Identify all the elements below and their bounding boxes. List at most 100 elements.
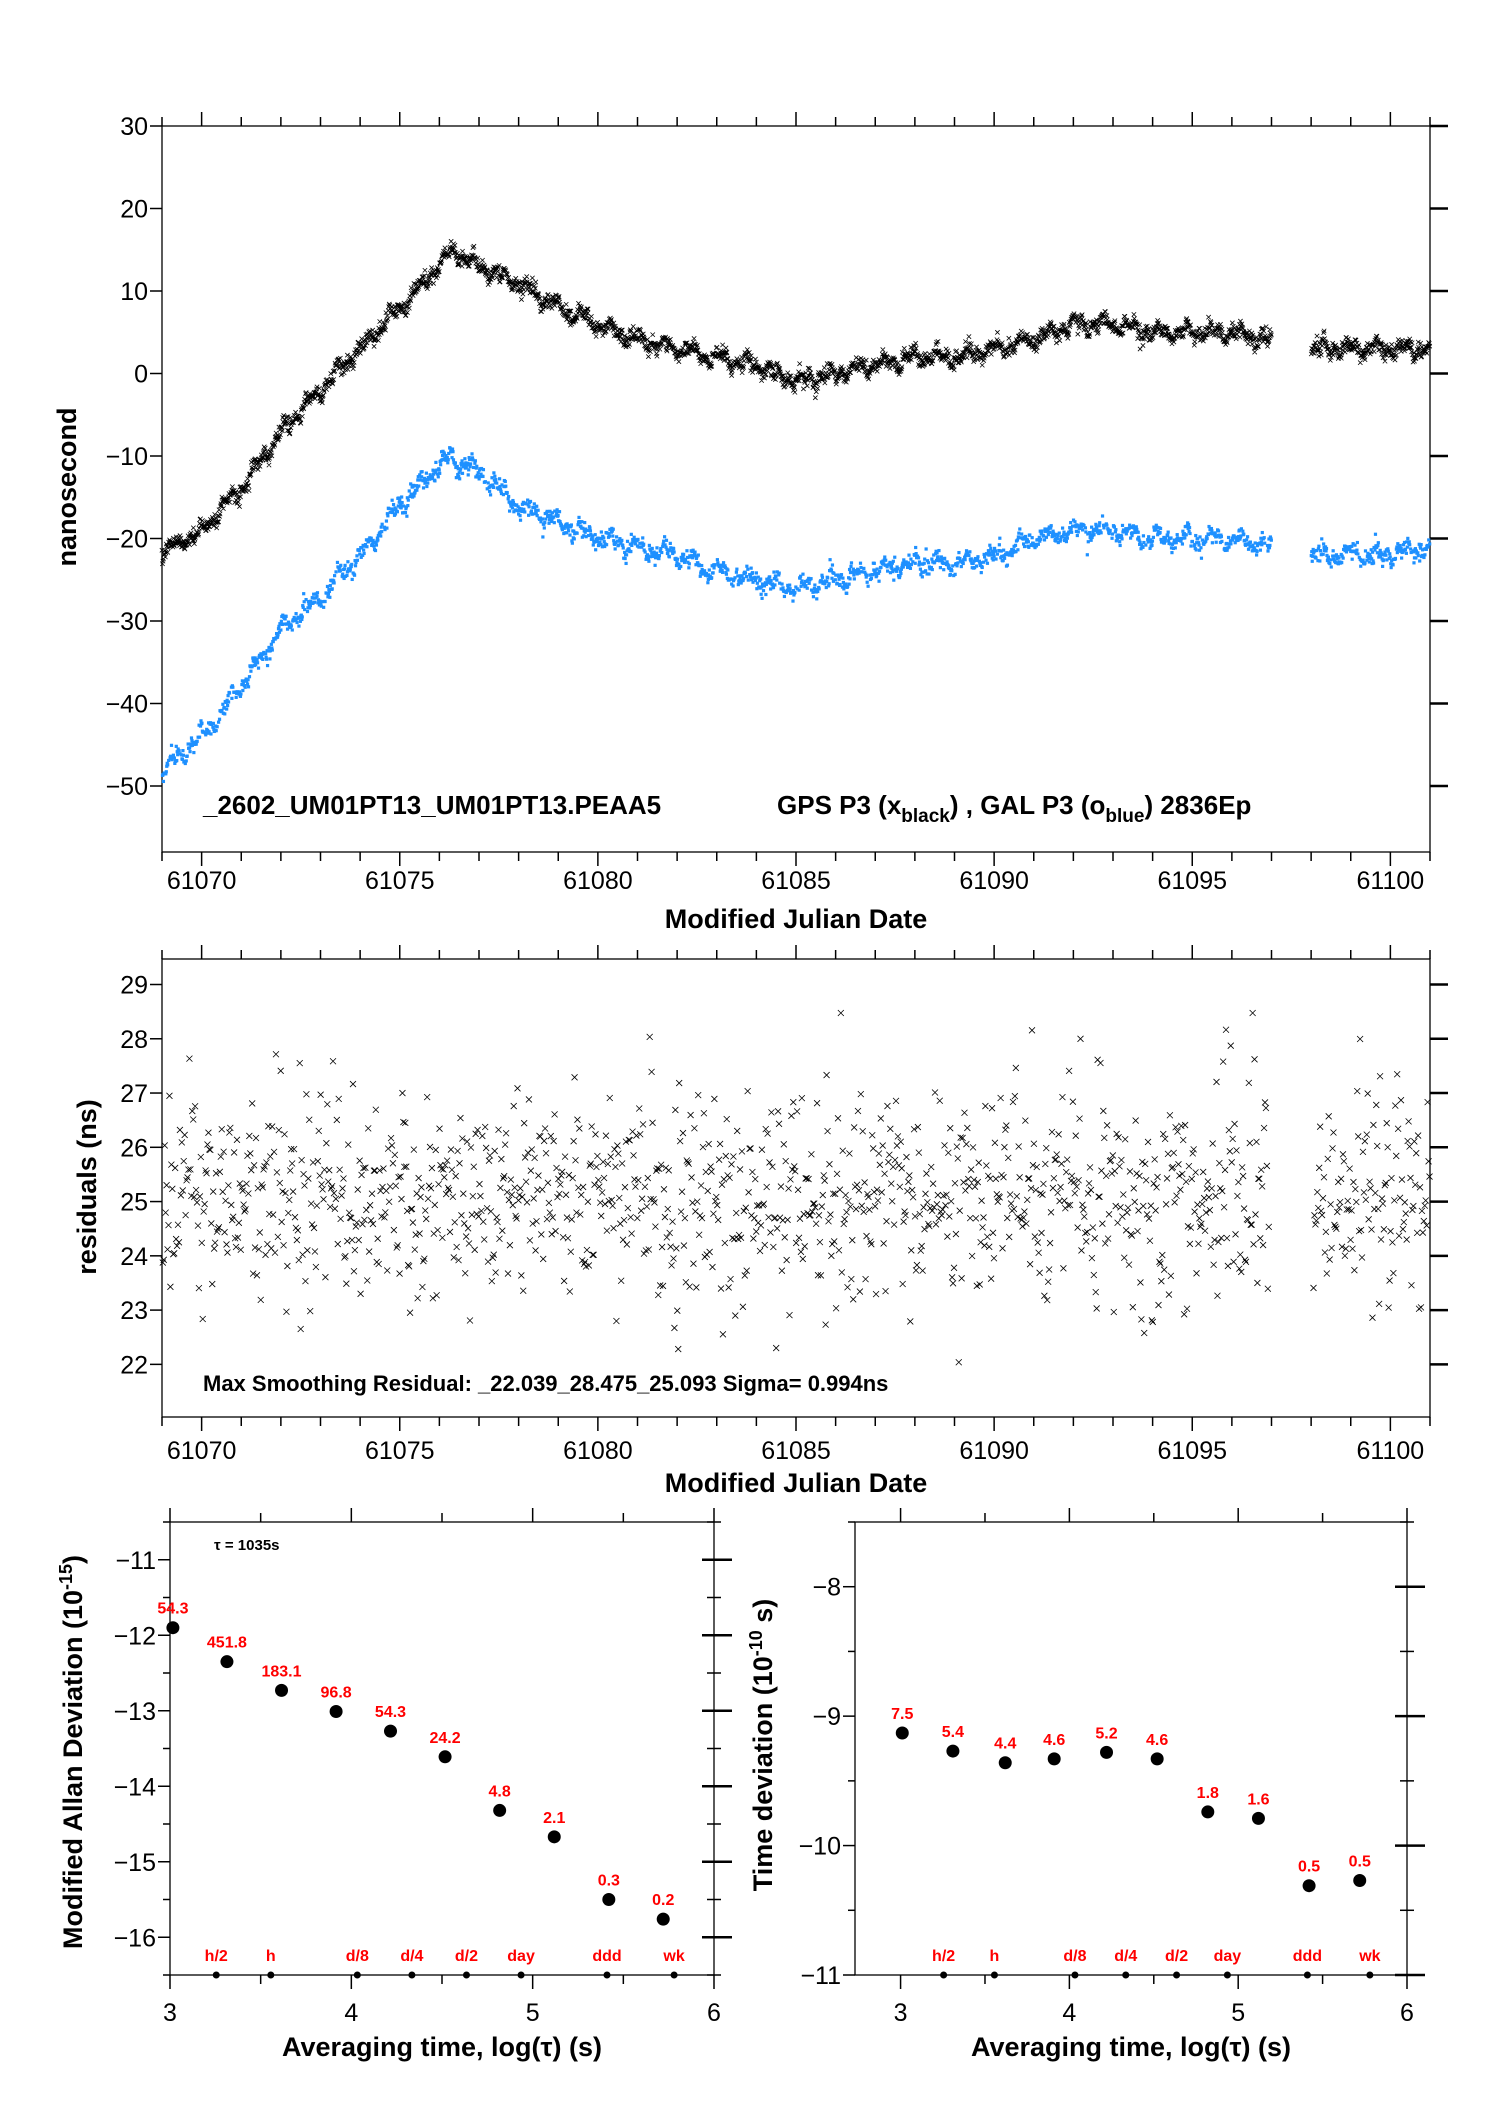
gal-point — [1040, 529, 1044, 533]
residual-point — [743, 1267, 750, 1274]
gal-point — [255, 657, 259, 662]
residual-point — [352, 1223, 360, 1230]
gal-point — [405, 496, 409, 500]
residual-point — [721, 1239, 729, 1247]
residual-point — [272, 1050, 280, 1058]
residual-point — [190, 1193, 198, 1201]
gal-point — [435, 472, 439, 476]
residual-point — [891, 1156, 899, 1164]
residual-point — [1422, 1197, 1430, 1204]
gal-point — [1106, 528, 1110, 532]
gal-point — [820, 575, 825, 579]
residual-point — [1042, 1160, 1049, 1168]
residual-point — [628, 1230, 635, 1237]
gal-point — [657, 557, 661, 561]
residual-point — [874, 1197, 882, 1204]
gal-point — [510, 506, 515, 510]
gal-point — [237, 690, 242, 694]
gal-point — [972, 559, 976, 563]
residual-point — [1182, 1178, 1190, 1186]
gal-point — [1318, 559, 1322, 563]
residual-point — [1221, 1166, 1229, 1174]
time-marker-label: day — [1214, 1948, 1242, 1965]
gal-point — [762, 584, 767, 588]
residual-point — [1237, 1268, 1245, 1276]
residual-point — [938, 1211, 945, 1219]
gal-point — [851, 570, 855, 574]
gal-point — [848, 577, 852, 581]
gal-point — [583, 530, 587, 534]
gal-point — [1042, 538, 1047, 542]
gal-point — [932, 553, 936, 557]
gal-point — [328, 595, 332, 599]
residual-point — [1261, 1099, 1269, 1106]
gal-point — [1329, 565, 1333, 569]
residual-point — [1387, 1227, 1394, 1235]
deviation-point-label: 0.5 — [1298, 1859, 1320, 1876]
gal-point — [316, 601, 320, 605]
residual-point — [1187, 1224, 1195, 1231]
residual-point — [529, 1220, 537, 1227]
residual-point — [402, 1119, 409, 1127]
residual-point — [875, 1150, 883, 1157]
residual-point — [482, 1144, 490, 1152]
gal-point — [1120, 537, 1124, 541]
residual-point — [1320, 1173, 1328, 1181]
x-tick-label: 61080 — [563, 867, 633, 895]
residual-point — [1342, 1245, 1350, 1252]
residual-point — [349, 1080, 357, 1088]
gal-point — [663, 543, 667, 547]
gal-point — [921, 570, 925, 574]
residual-point — [923, 1170, 930, 1177]
gal-point — [973, 566, 977, 570]
residual-point — [367, 1217, 375, 1224]
residual-point — [547, 1132, 555, 1140]
gal-point — [332, 581, 336, 585]
gal-point — [725, 576, 729, 581]
gal-point — [733, 576, 737, 580]
residual-point — [505, 1196, 513, 1204]
residual-point — [1419, 1229, 1427, 1236]
y-tick-label: 25 — [120, 1189, 148, 1217]
residual-point — [259, 1184, 266, 1191]
gal-point — [211, 725, 215, 729]
residual-point — [514, 1085, 521, 1092]
gal-point — [983, 555, 987, 559]
x-axis-title: Modified Julian Date — [665, 904, 928, 934]
gal-point — [491, 485, 496, 489]
residual-point — [655, 1165, 663, 1173]
residual-point — [914, 1123, 922, 1131]
gal-point — [565, 531, 569, 535]
residual-point — [273, 1169, 281, 1176]
gal-point — [483, 480, 487, 484]
residual-point — [827, 1211, 834, 1218]
residual-point — [257, 1296, 265, 1304]
residual-point — [1124, 1204, 1132, 1212]
residual-point — [372, 1106, 380, 1114]
gal-point — [914, 552, 918, 556]
gal-point — [184, 759, 188, 763]
residual-point — [1257, 1166, 1265, 1174]
deviation-point-label: 4.4 — [994, 1736, 1016, 1753]
gal-point — [404, 507, 408, 511]
gal-point — [1061, 533, 1066, 537]
residual-point — [344, 1141, 352, 1148]
gal-point — [1260, 530, 1264, 535]
gal-point — [167, 758, 171, 763]
gal-point — [1239, 527, 1243, 531]
residual-point — [953, 1143, 961, 1150]
gal-point — [326, 592, 331, 596]
tau-note: τ = 1035s — [214, 1537, 280, 1554]
gal-point — [556, 513, 560, 518]
residual-point — [416, 1230, 423, 1237]
residual-point — [1381, 1181, 1389, 1189]
gal-point — [720, 568, 724, 572]
gal-point — [1154, 528, 1158, 532]
residual-point — [1030, 1140, 1038, 1148]
gal-point — [830, 563, 835, 567]
gal-point — [930, 557, 934, 561]
time-marker-label: wk — [662, 1948, 684, 1965]
gal-point — [956, 561, 960, 565]
residual-point — [1351, 1266, 1358, 1274]
gal-point — [869, 576, 874, 580]
